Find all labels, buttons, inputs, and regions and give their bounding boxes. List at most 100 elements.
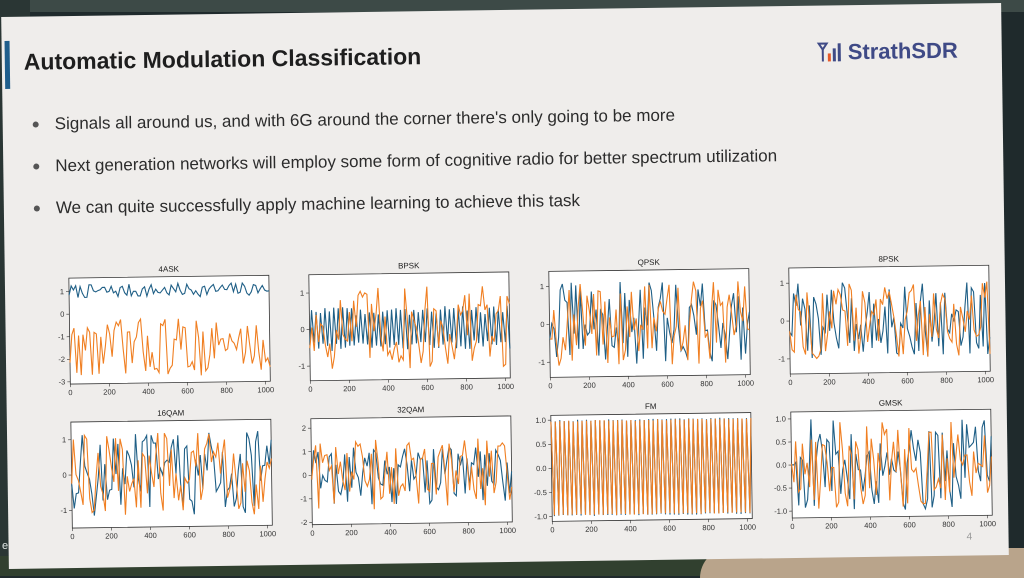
chart-title: 32QAM [397,405,425,414]
title-accent-bar [5,41,11,89]
x-tick-label: 800 [462,526,475,535]
y-tick-label: 0 [302,471,306,480]
y-tick-label: -3 [59,377,66,386]
y-tick-label: -1.0 [534,512,547,521]
x-tick-label: 800 [460,382,473,391]
x-tick-label: 600 [663,524,676,533]
y-tick-label: 0 [780,317,784,326]
y-tick-label: -1 [298,362,305,371]
x-tick-label: 800 [220,386,233,395]
y-tick-label: 0 [300,325,304,334]
partial-window-text: e [2,540,8,552]
y-tick-label: 1.0 [775,415,786,424]
bullet-dot-icon [33,163,39,169]
x-tick-label: 400 [142,387,155,396]
y-tick-label: -1 [60,506,67,515]
x-tick-label: 1000 [977,375,994,384]
x-tick-label: 200 [583,381,596,390]
y-tick-label: 1 [300,289,304,298]
y-tick-label: 0.0 [536,464,547,473]
y-tick-label: -0.5 [534,488,547,497]
x-tick-label: 600 [181,386,194,395]
x-tick-label: 800 [700,379,713,388]
x-tick-label: 400 [382,384,395,393]
slide-title: Automatic Modulation Classification [24,43,422,76]
x-tick-label: 400 [622,380,635,389]
antenna-signal-icon [816,39,842,65]
x-tick-label: 0 [790,522,794,531]
x-tick-label: 200 [103,387,116,396]
x-tick-label: 0 [550,525,554,534]
y-tick-label: 1 [62,435,66,444]
x-tick-label: 400 [384,528,397,537]
y-tick-label: 0 [60,310,64,319]
x-tick-label: 600 [421,383,434,392]
x-tick-label: 800 [702,523,715,532]
x-tick-label: 200 [345,528,358,537]
chart-title: BPSK [398,261,420,270]
chart-title: FM [645,402,657,411]
y-tick-label: 1.0 [535,416,546,425]
bullet-list: Signals all around us, and with 6G aroun… [31,104,779,240]
bullet-text: Signals all around us, and with 6G aroun… [55,106,676,134]
y-tick-label: -1 [538,358,545,367]
y-tick-label: 0.5 [776,438,787,447]
y-tick-label: -1 [58,332,65,341]
x-tick-label: 400 [624,524,637,533]
y-tick-label: 0 [540,320,544,329]
chart-title: 16QAM [157,408,185,417]
x-tick-label: 800 [942,520,955,529]
y-tick-label: 0.5 [536,440,547,449]
y-tick-label: -0.5 [774,484,787,493]
y-tick-label: 1 [302,447,306,456]
y-tick-label: 0 [62,471,66,480]
logo-text: StrathSDR [848,38,958,66]
x-tick-label: 0 [70,532,74,541]
x-tick-label: 600 [901,376,914,385]
bullet-dot-icon [34,205,40,211]
x-tick-label: 400 [864,521,877,530]
y-tick-label: 2 [302,424,306,433]
x-tick-label: 800 [222,530,235,539]
y-tick-label: -1 [300,494,307,503]
y-tick-label: -1 [778,354,785,363]
x-tick-label: 600 [903,520,916,529]
x-tick-label: 600 [183,530,196,539]
x-tick-label: 1000 [979,519,996,528]
x-tick-label: 200 [343,384,356,393]
y-tick-label: -1.0 [774,507,787,516]
x-tick-label: 0 [308,385,312,394]
strathsdr-logo: StrathSDR [816,38,958,66]
presentation-slide: Automatic Modulation Classification Stra… [1,3,1009,569]
y-tick-label: 1 [60,287,64,296]
x-tick-label: 800 [940,376,953,385]
x-tick-label: 0 [548,381,552,390]
x-tick-label: 200 [105,531,118,540]
slide-page-number: 4 [966,532,972,543]
x-tick-label: 400 [862,377,875,386]
chart-title: 8PSK [878,254,899,263]
y-tick-label: -2 [301,518,308,527]
y-tick-label: 0.0 [776,461,787,470]
x-tick-label: 400 [144,531,157,540]
y-tick-label: 1 [780,279,784,288]
chart-title: GMSK [879,398,903,407]
x-tick-label: 0 [68,388,72,397]
chart-title: QPSK [638,258,661,267]
x-tick-label: 200 [823,377,836,386]
bullet-dot-icon [33,121,39,127]
y-tick-label: -2 [58,355,65,364]
bullet-item: We can quite successfully apply machine … [32,188,778,240]
x-tick-label: 0 [310,529,314,538]
